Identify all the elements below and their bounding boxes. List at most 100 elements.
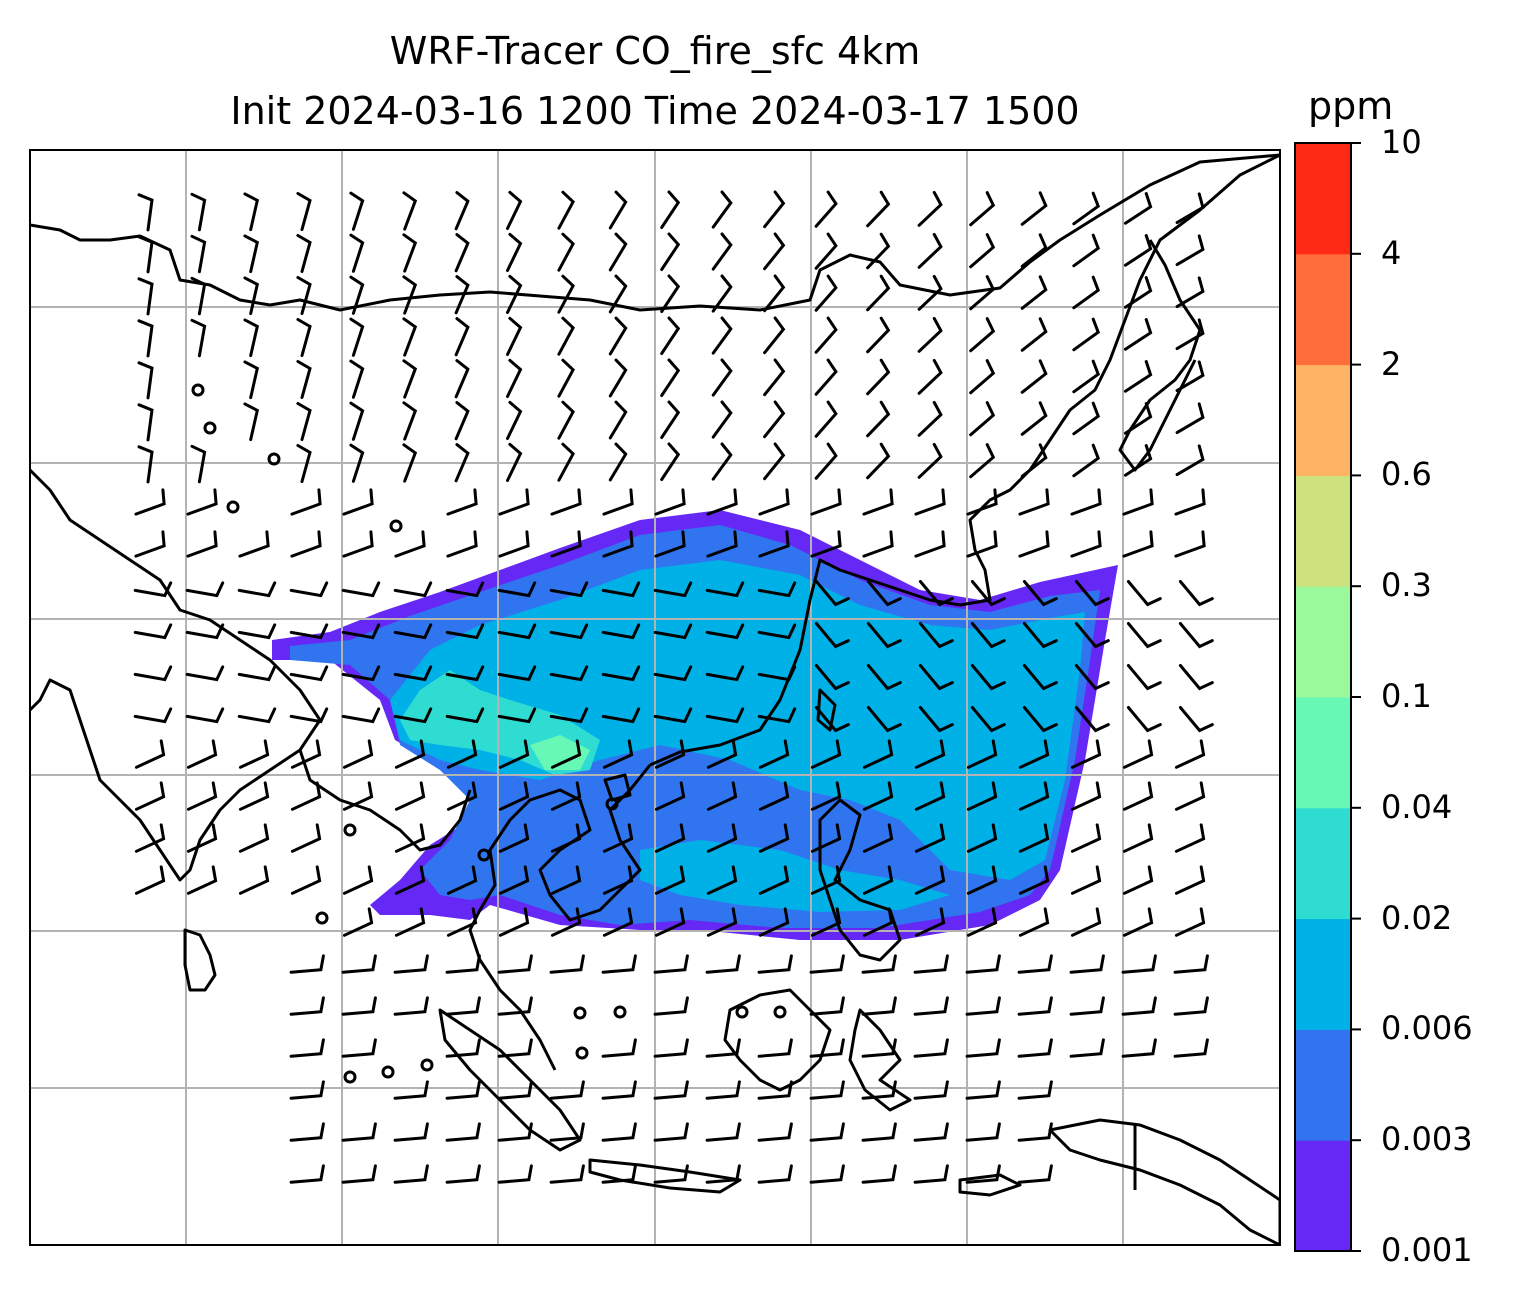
wind-barb bbox=[445, 1122, 481, 1142]
wind-barbs bbox=[133, 190, 1214, 1184]
wind-barb bbox=[243, 276, 260, 316]
wind-barb bbox=[914, 823, 946, 853]
wind-barb bbox=[1018, 488, 1050, 516]
wind-barb bbox=[497, 581, 537, 598]
wind-barb bbox=[1123, 402, 1153, 435]
wind-barb bbox=[917, 274, 943, 311]
wind-barb bbox=[393, 1164, 429, 1184]
wind-barb bbox=[763, 400, 786, 439]
colorbar-bin bbox=[1295, 918, 1351, 1030]
wind-barb bbox=[711, 232, 733, 271]
colorbar-tick-label: 0.04 bbox=[1381, 787, 1453, 826]
wind-barb bbox=[654, 823, 686, 853]
wind-barb bbox=[557, 232, 575, 272]
wind-barb bbox=[862, 781, 894, 811]
wind-barb bbox=[965, 996, 1001, 1016]
colorbar-bin bbox=[1295, 143, 1351, 255]
wind-barb bbox=[402, 275, 418, 315]
wind-barb bbox=[814, 190, 838, 228]
wind-barb bbox=[653, 1080, 689, 1100]
wind-barb bbox=[1122, 530, 1154, 558]
wind-barb bbox=[238, 865, 270, 895]
wind-barb bbox=[497, 954, 533, 974]
wind-barb bbox=[918, 622, 954, 649]
wind-barb bbox=[1074, 580, 1110, 607]
wind-barb bbox=[866, 400, 891, 438]
wind-barb bbox=[757, 665, 797, 682]
wind-barb bbox=[862, 739, 894, 769]
wind-barb bbox=[1123, 444, 1153, 477]
wind-barb bbox=[445, 954, 481, 974]
calm-marker bbox=[573, 1006, 587, 1020]
wind-barb bbox=[653, 954, 689, 974]
wind-barb bbox=[1017, 996, 1053, 1016]
wind-barb bbox=[243, 318, 260, 358]
wind-barb bbox=[866, 190, 891, 228]
wind-barb bbox=[814, 316, 838, 354]
wind-barb bbox=[809, 1122, 845, 1142]
wind-barb bbox=[914, 530, 946, 558]
wind-barb bbox=[970, 622, 1006, 649]
wind-barb bbox=[814, 664, 850, 691]
wind-barb bbox=[711, 400, 733, 439]
wind-barb bbox=[757, 581, 797, 598]
wind-barb bbox=[506, 316, 523, 356]
wind-barb bbox=[866, 232, 891, 270]
wind-barb bbox=[557, 274, 575, 314]
wind-barb bbox=[1173, 1038, 1209, 1058]
wind-barb bbox=[601, 581, 641, 598]
wind-barb bbox=[861, 954, 897, 974]
wind-barb bbox=[866, 358, 891, 396]
wind-barb bbox=[653, 1164, 689, 1184]
calm-marker bbox=[477, 848, 491, 862]
wind-barb bbox=[914, 739, 946, 769]
colorbar-tick-label: 0.1 bbox=[1381, 677, 1432, 715]
wind-barb bbox=[1072, 443, 1101, 478]
wind-barb bbox=[966, 739, 998, 769]
wind-barb bbox=[654, 530, 686, 558]
wind-barb bbox=[653, 1122, 689, 1142]
wind-barb bbox=[965, 1164, 1001, 1184]
wind-barb bbox=[1074, 706, 1110, 733]
coastline-timor bbox=[958, 1173, 1022, 1197]
wind-barb bbox=[917, 400, 943, 437]
wind-barb bbox=[966, 488, 998, 516]
wind-barb bbox=[402, 443, 418, 483]
wind-barb bbox=[290, 739, 322, 769]
wind-barb bbox=[549, 1164, 585, 1184]
wind-barb bbox=[1069, 954, 1105, 974]
wind-barb bbox=[660, 232, 681, 271]
wind-barb bbox=[862, 530, 894, 558]
wind-barb bbox=[557, 442, 575, 482]
wind-barb bbox=[185, 623, 225, 640]
wind-barb bbox=[550, 865, 582, 895]
colorbar-tick-label: 2 bbox=[1381, 344, 1402, 383]
wind-barb bbox=[917, 358, 943, 395]
wind-barb bbox=[134, 823, 166, 853]
wind-barb bbox=[1126, 706, 1162, 733]
wind-barb bbox=[861, 1080, 897, 1100]
wind-barb bbox=[970, 664, 1006, 691]
colorbar-unit-label: ppm bbox=[1308, 84, 1394, 128]
wind-barb bbox=[185, 581, 225, 598]
wind-barb bbox=[498, 781, 530, 811]
wind-barb bbox=[814, 580, 850, 607]
wind-barb bbox=[498, 907, 530, 937]
calm-marker bbox=[226, 500, 240, 514]
wind-barb bbox=[341, 581, 381, 598]
wind-barb bbox=[190, 234, 207, 274]
wind-barb bbox=[814, 706, 850, 733]
calm-marker bbox=[613, 1005, 627, 1019]
wind-barb bbox=[394, 865, 426, 895]
wind-barb bbox=[660, 190, 681, 229]
wind-barb bbox=[341, 1122, 377, 1142]
wind-barb bbox=[602, 907, 634, 937]
wind-barb bbox=[445, 1080, 481, 1100]
wind-barb bbox=[1126, 664, 1162, 691]
wind-barb bbox=[550, 530, 582, 558]
wind-barb bbox=[342, 530, 374, 558]
wind-barb bbox=[1020, 359, 1048, 394]
wind-barb bbox=[296, 234, 312, 273]
wind-barb bbox=[861, 996, 897, 1016]
wind-barb bbox=[186, 530, 218, 558]
